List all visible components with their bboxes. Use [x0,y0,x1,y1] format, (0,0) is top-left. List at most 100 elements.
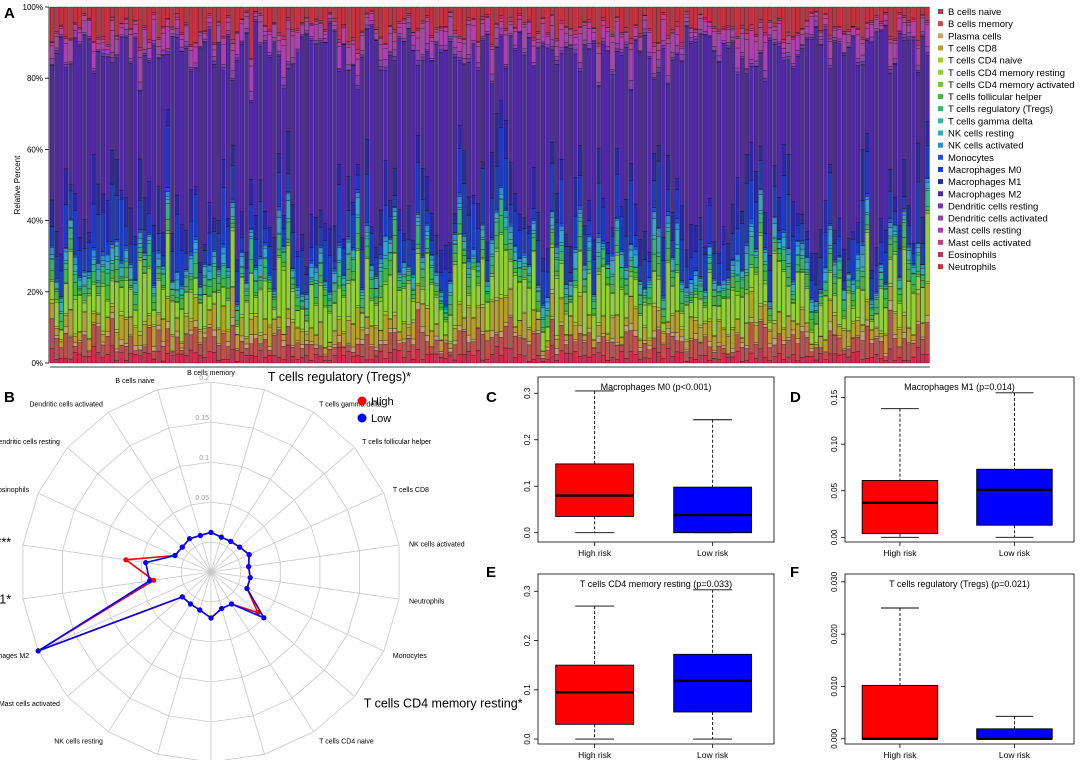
bar-segment [415,162,421,213]
bar-segment [698,276,703,279]
bar-segment [911,36,916,38]
bar-segment [726,353,731,355]
bar-segment [411,359,416,364]
bar-segment [156,280,161,313]
bar-segment [304,266,309,275]
bar-segment [276,55,282,154]
bar-segment [642,295,648,299]
bar-segment [156,267,161,274]
bar-segment [309,40,314,215]
bar-segment [721,327,726,330]
bar-segment [448,242,453,273]
bar-segment [739,295,745,298]
bar-segment [800,223,805,241]
bar-segment [253,21,259,216]
bar-segment [508,258,513,263]
bar-segment [865,232,870,300]
bar-segment [596,335,601,343]
bar-segment [559,245,564,253]
bar-segment [712,283,717,290]
bar-segment [911,37,916,41]
bar-segment [906,39,912,206]
bar-segment [202,33,208,40]
bar-segment [355,58,360,76]
bar-segment [86,18,92,21]
bar-segment [851,291,856,294]
bar-segment [684,25,689,251]
bar-segment [832,230,837,244]
bar-segment [661,331,666,334]
bar-segment [763,357,768,364]
bar-segment [82,334,87,357]
bar-segment [781,52,787,58]
bar-segment [513,268,518,273]
bar-segment [633,25,638,28]
bar-segment [888,348,893,364]
bar-segment [216,282,221,291]
bar-segment [77,353,83,364]
bar-segment [730,42,736,205]
bar-segment [387,239,393,244]
bar-segment [693,285,699,289]
bar-segment [559,47,564,51]
bar-segment [892,231,898,235]
bar-segment [559,6,564,21]
bar-segment [744,154,749,184]
bar-segment [744,293,749,323]
bar-segment [531,310,536,332]
bar-segment [406,269,411,272]
bar-segment [337,242,342,247]
bar-segment [749,352,754,364]
bar-segment [689,300,694,303]
bar-segment [814,27,819,254]
bar-segment [142,321,147,325]
bar-segment [170,233,175,252]
bar-segment [119,344,124,353]
bar-segment [503,6,509,29]
bar-segment [902,208,907,212]
bar-segment [614,48,620,52]
bar-segment [897,248,902,277]
bar-segment [508,17,513,22]
bar-segment [897,346,902,348]
bar-segment [262,35,268,41]
bar-segment [749,226,754,232]
bar-segment [364,327,370,335]
bar-segment [211,64,217,219]
bar-segment [86,356,92,364]
bar-segment [786,248,791,255]
bar-segment [207,17,212,23]
bar-segment [313,344,319,349]
bar-segment [161,55,166,233]
bar-segment [860,43,865,56]
bar-segment [193,278,198,295]
bar-segment [605,50,611,52]
bar-segment [897,12,902,15]
bar-segment [702,302,708,306]
bar-segment [749,59,754,64]
bar-segment [749,291,754,318]
bar-segment [244,348,249,356]
bar-segment [346,280,351,284]
bar-segment [151,224,157,252]
legend-swatch [938,264,943,270]
bar-segment [503,67,509,121]
bar-segment [364,24,370,29]
bar-segment [230,216,235,220]
bar-segment [763,70,768,79]
bar-segment [545,315,550,327]
bar-segment [554,275,560,279]
bar-segment [786,277,791,286]
bar-segment [369,277,374,280]
bar-segment [387,25,393,27]
bar-segment [425,305,430,309]
bar-segment [911,17,916,20]
bar-segment [925,283,930,316]
bar-segment [628,244,634,251]
bar-segment [188,291,194,319]
bar-segment [841,54,847,250]
bar-segment [777,18,782,21]
bar-segment [429,259,435,266]
bar-segment [883,12,888,15]
bar-segment [878,31,884,219]
